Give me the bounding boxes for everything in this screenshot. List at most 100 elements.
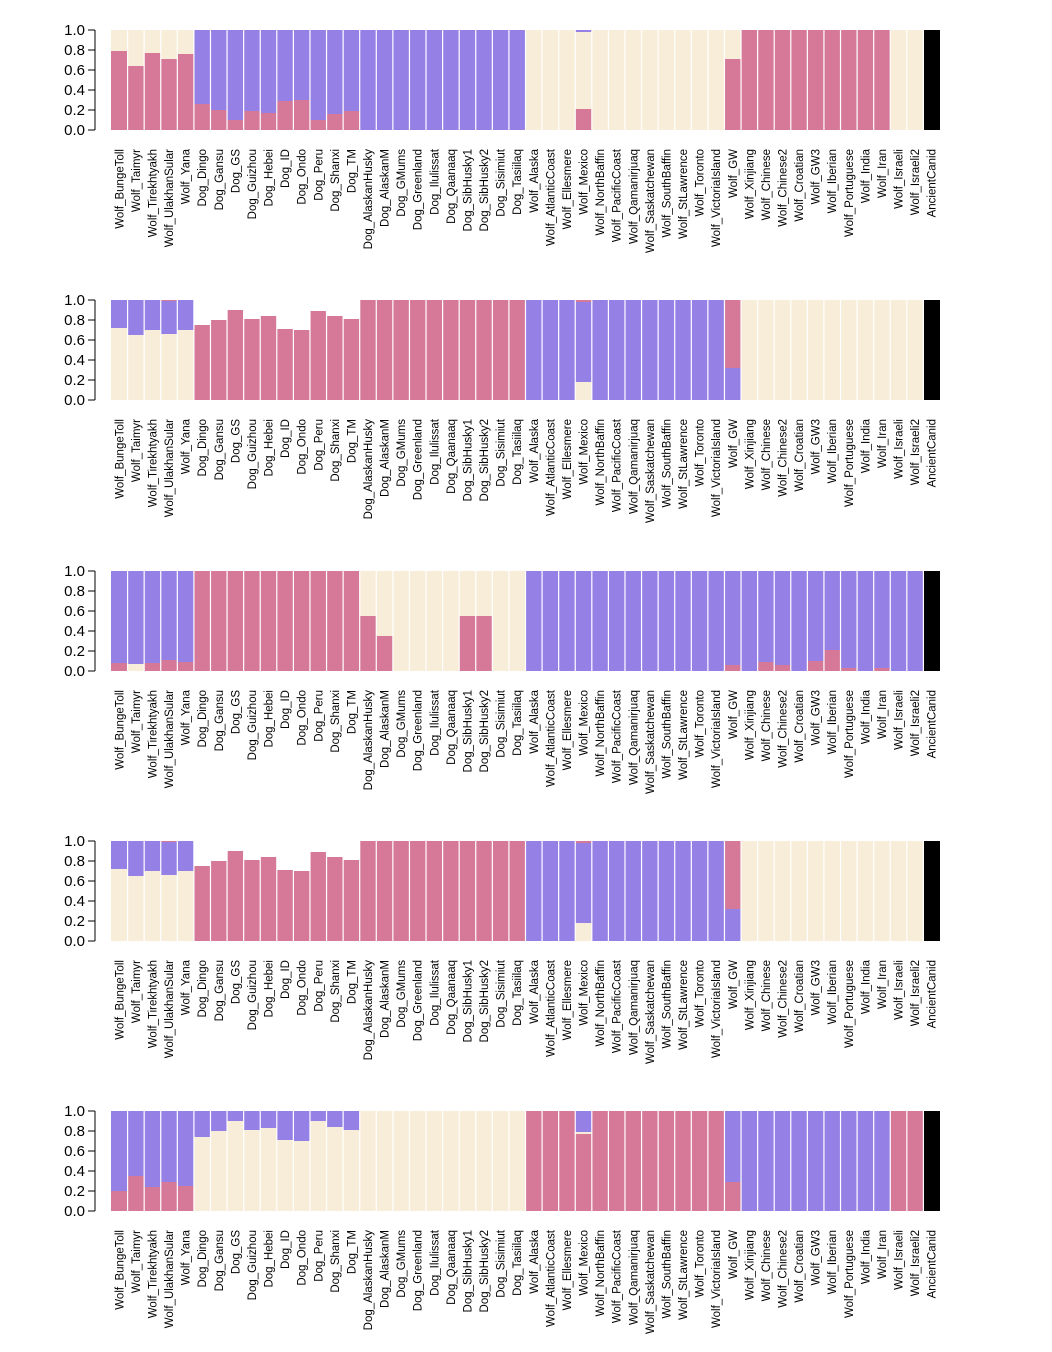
x-tick-label: Wolf_StLawrence [678, 690, 690, 780]
x-tick-label: Dog_Greenland [413, 149, 425, 230]
bar-segment [724, 30, 742, 59]
bar-segment [475, 841, 493, 941]
x-tick-label: Wolf_Chinese2 [777, 690, 789, 768]
y-tick-label: 0.2 [64, 1183, 85, 1200]
x-tick-label: Dog_GMums [396, 419, 408, 487]
bar-segment [309, 571, 327, 671]
x-tick-label: Dog_Sisimiut [496, 1229, 508, 1298]
bar-segment [707, 841, 725, 941]
bar-segment [741, 1111, 758, 1211]
bar-segment [144, 1111, 161, 1187]
x-tick-label: Dog_Tasiilaq [512, 690, 524, 756]
x-tick-label: Dog_Sisimiut [496, 959, 508, 1028]
bar-segment [111, 30, 128, 51]
bar-segment [210, 320, 228, 400]
x-tick-label: AncientCanid [927, 419, 939, 487]
bar-segment [790, 841, 808, 941]
x-tick-label: Wolf_Saskatchewan [645, 1230, 657, 1334]
y-tick-label: 1.0 [64, 292, 85, 309]
x-tick-label: Dog_Tasiilaq [512, 960, 524, 1026]
x-tick-label: Wolf_PacificCoast [612, 148, 624, 242]
bar-segment [890, 30, 907, 130]
bar-segment [542, 300, 559, 400]
bar-segment [741, 300, 758, 400]
bar-segment [193, 571, 211, 671]
bar-segment [774, 665, 791, 671]
x-tick-label: Dog_Hebei [264, 149, 276, 207]
bar-segment [260, 316, 277, 400]
bar-segment [392, 571, 410, 671]
x-tick-label: Wolf_StLawrence [678, 1230, 690, 1320]
x-tick-label: Wolf_AtlanticCoast [545, 959, 557, 1057]
bar-segment [193, 104, 211, 130]
bar-segment [591, 571, 609, 671]
bar-segment [741, 30, 758, 130]
bar-segment [558, 300, 576, 400]
bar-segment [591, 841, 609, 941]
bar-segment [906, 841, 924, 941]
x-tick-label: Wolf_Portuguese [844, 419, 856, 507]
x-tick-label: Dog_Ondo [297, 419, 309, 475]
bar-segment [492, 1111, 509, 1211]
x-tick-label: Wolf_Chinese [761, 419, 773, 490]
bar-segment [790, 1111, 808, 1211]
bar-segment [276, 571, 294, 671]
x-tick-label: Wolf_Yana [181, 1229, 193, 1285]
bar-segment [906, 571, 924, 671]
bar-segment [177, 300, 194, 330]
bar-segment [890, 571, 907, 671]
bar-segment [243, 1130, 261, 1211]
x-tick-label: Dog_Greenland [413, 960, 425, 1041]
panel-2: 0.0 0.2 0.4 0.6 0.8 1.0 Wolf_BungeToll Wolf_Tai… [64, 292, 940, 523]
x-tick-label: Dog_Peru [313, 960, 325, 1012]
bar-segment [392, 30, 410, 130]
x-tick-label: Wolf_Iran [877, 1230, 889, 1279]
x-tick-label: Dog_Qaanaaq [446, 690, 458, 765]
x-tick-label: Dog_SibHusky1 [462, 1230, 474, 1312]
bar-segment [144, 663, 161, 671]
bar-segment [525, 1111, 543, 1211]
x-tick-label: Wolf_NorthBaffin [595, 419, 607, 506]
y-tick-label: 0.4 [64, 623, 85, 640]
bar-segment [873, 1111, 891, 1211]
bar-segment [475, 30, 493, 130]
y-tick-label: 0.2 [64, 913, 85, 930]
bar-segment [873, 571, 891, 668]
bar-segment [575, 841, 592, 843]
bar-segment [276, 870, 294, 941]
bar-segment [459, 300, 476, 400]
x-tick-label: Wolf_VictoriaIsland [711, 149, 723, 247]
x-tick-label: Wolf_Mexico [579, 419, 591, 485]
bar-segment [757, 662, 775, 671]
bar-segment [243, 30, 261, 111]
bar-segment [575, 109, 592, 130]
bar-segment [724, 909, 742, 941]
x-tick-label: Dog_AlaskanM [380, 690, 392, 768]
bar-segment [111, 300, 128, 328]
x-tick-label: Wolf_Croatian [794, 419, 806, 492]
bar-segment [624, 300, 642, 400]
x-tick-label: AncientCanid [927, 149, 939, 217]
bar-segment [575, 1111, 592, 1132]
bar-segment [823, 300, 841, 400]
y-tick-label: 1.0 [64, 563, 85, 580]
bar-segment [641, 1111, 659, 1211]
bar-segment [608, 571, 625, 671]
x-tick-label: Dog_Dingo [197, 690, 209, 748]
x-tick-label: Wolf_Israeli2 [910, 960, 922, 1026]
bar-segment [309, 1121, 327, 1211]
x-tick-label: Wolf_Chinese [761, 1230, 773, 1301]
x-tick-label: Dog_GMums [396, 960, 408, 1028]
bar-segment [741, 571, 758, 671]
x-tick-label: Dog_Gansu [214, 690, 226, 751]
bar-segment [227, 1111, 244, 1121]
bar-segment [475, 1111, 493, 1211]
y-tick-label: 0.6 [64, 603, 85, 620]
bar-segment [575, 923, 592, 941]
x-tick-label: Wolf_Israeli2 [910, 1230, 922, 1296]
bar-segment [641, 571, 659, 671]
x-tick-label: Wolf_Alaska [529, 148, 541, 212]
x-tick-label: Dog_GMums [396, 1230, 408, 1298]
x-tick-label: Wolf_Ellesmere [562, 960, 574, 1040]
